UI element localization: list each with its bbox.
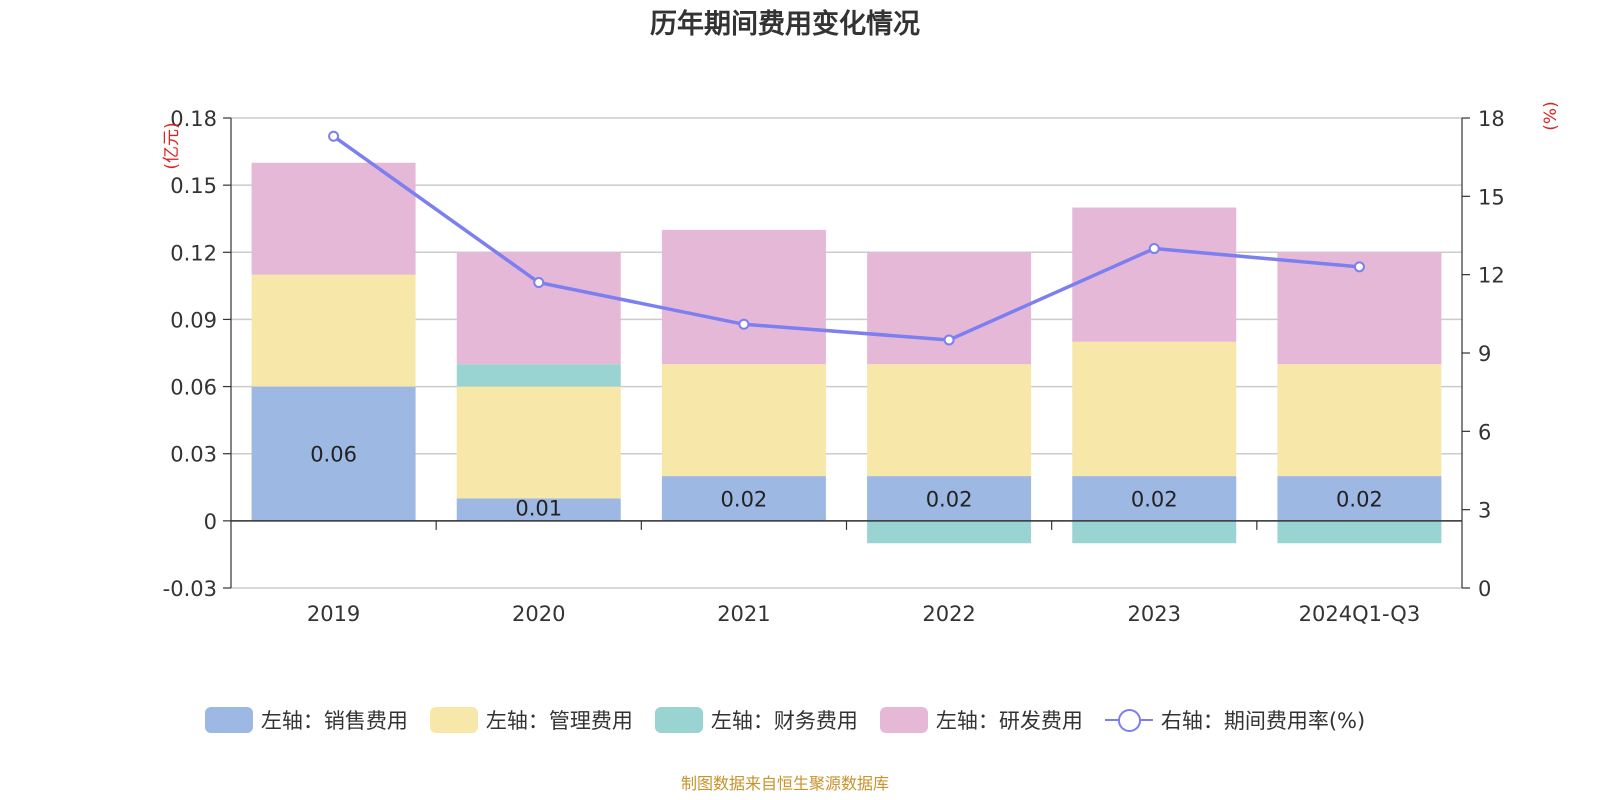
bar-segment-3 — [661, 229, 826, 365]
expense-ratio-point — [943, 334, 955, 346]
right-tick-label: 0 — [1478, 577, 1491, 601]
bar-data-label: 0.01 — [515, 496, 562, 520]
bar-segment-0 — [867, 476, 1032, 521]
bar-segment-1 — [456, 386, 621, 499]
bar-segment-0 — [1277, 476, 1442, 521]
legend-item-sales[interactable]: 左轴：销售费用 — [204, 705, 408, 735]
x-tick-label: 2023 — [1128, 602, 1181, 626]
legend-line-swatch — [1104, 707, 1153, 733]
legend-swatch-finance — [654, 707, 703, 733]
bar-segment-1 — [251, 274, 416, 387]
chart-title: 历年期间费用变化情况 — [650, 9, 920, 40]
bar-data-label: 0.02 — [721, 487, 768, 511]
x-tick-label: 2019 — [307, 602, 360, 626]
bar-segment-1 — [1277, 364, 1442, 477]
left-tick-label: 0.18 — [170, 107, 217, 131]
legend-label-rnd: 左轴：研发费用 — [935, 709, 1083, 733]
right-tick-label: 6 — [1478, 420, 1491, 444]
bar-data-label: 0.02 — [1131, 487, 1178, 511]
bar-segment-2 — [1277, 520, 1442, 544]
right-tick-label: 3 — [1478, 499, 1491, 523]
bar-segment-3 — [867, 252, 1032, 365]
left-axis-unit: (亿元) — [162, 122, 182, 169]
legend-swatch-rnd — [879, 707, 928, 733]
legend-item-admin[interactable]: 左轴：管理费用 — [429, 705, 633, 735]
expense-ratio-line — [332, 134, 1360, 342]
bar-segment-3 — [251, 162, 416, 275]
x-tick-label: 2021 — [717, 602, 770, 626]
expense-ratio-point — [328, 130, 340, 142]
legend-item-rnd[interactable]: 左轴：研发费用 — [879, 705, 1083, 735]
bar-data-label: 0.02 — [926, 487, 973, 511]
legend-label-admin: 左轴：管理费用 — [485, 709, 633, 733]
x-tick-label: 2020 — [512, 602, 565, 626]
expense-ratio-point — [738, 318, 750, 330]
expense-ratio-point — [1148, 243, 1160, 255]
left-tick-label: 0.03 — [170, 443, 217, 467]
right-axis-unit: (%) — [1541, 101, 1561, 130]
bar-segment-0 — [251, 386, 416, 521]
bar-segment-2 — [867, 520, 1032, 544]
left-tick-label: 0.15 — [170, 174, 217, 198]
expense-ratio-point — [533, 277, 545, 288]
source-note: 制图数据来自恒生聚源数据库 — [680, 774, 889, 793]
legend-item-finance[interactable]: 左轴：财务费用 — [654, 705, 858, 735]
x-tick-label: 2024Q1-Q3 — [1299, 602, 1421, 626]
legend-swatch-sales — [204, 707, 253, 733]
left-tick-label: 0.09 — [170, 308, 217, 332]
bar-segment-1 — [661, 364, 826, 477]
x-tick-label: 2022 — [922, 602, 975, 626]
legend-label-sales: 左轴：销售费用 — [260, 709, 408, 733]
right-tick-label: 12 — [1478, 264, 1505, 288]
bar-segment-1 — [1072, 341, 1237, 477]
right-tick-label: 15 — [1478, 185, 1505, 209]
right-tick-label: 9 — [1478, 342, 1491, 366]
bar-segment-2 — [1072, 520, 1237, 544]
left-tick-label: 0.06 — [170, 376, 217, 400]
bar-segment-0 — [661, 476, 826, 521]
left-tick-label: -0.03 — [163, 577, 217, 601]
bar-segment-2 — [456, 364, 621, 387]
bar-segment-0 — [456, 498, 621, 521]
bar-segment-1 — [867, 364, 1032, 477]
left-tick-label: 0.12 — [170, 241, 217, 265]
legend: 左轴：销售费用 左轴：管理费用 左轴：财务费用 左轴：研发费用 右轴：期间费用率… — [0, 705, 1570, 735]
left-tick-label: 0 — [204, 510, 217, 534]
legend-swatch-admin — [429, 707, 478, 733]
expense-ratio-point — [1353, 261, 1365, 273]
bar-segment-3 — [456, 252, 621, 365]
bar-data-label: 0.06 — [310, 443, 357, 467]
legend-label-expense-ratio: 右轴：期间费用率(%) — [1160, 709, 1366, 733]
bar-segment-0 — [1072, 476, 1237, 521]
right-tick-label: 18 — [1478, 107, 1505, 131]
legend-item-expense-ratio[interactable]: 右轴：期间费用率(%) — [1104, 705, 1366, 735]
bar-data-label: 0.02 — [1336, 487, 1383, 511]
legend-label-finance: 左轴：财务费用 — [710, 709, 858, 733]
